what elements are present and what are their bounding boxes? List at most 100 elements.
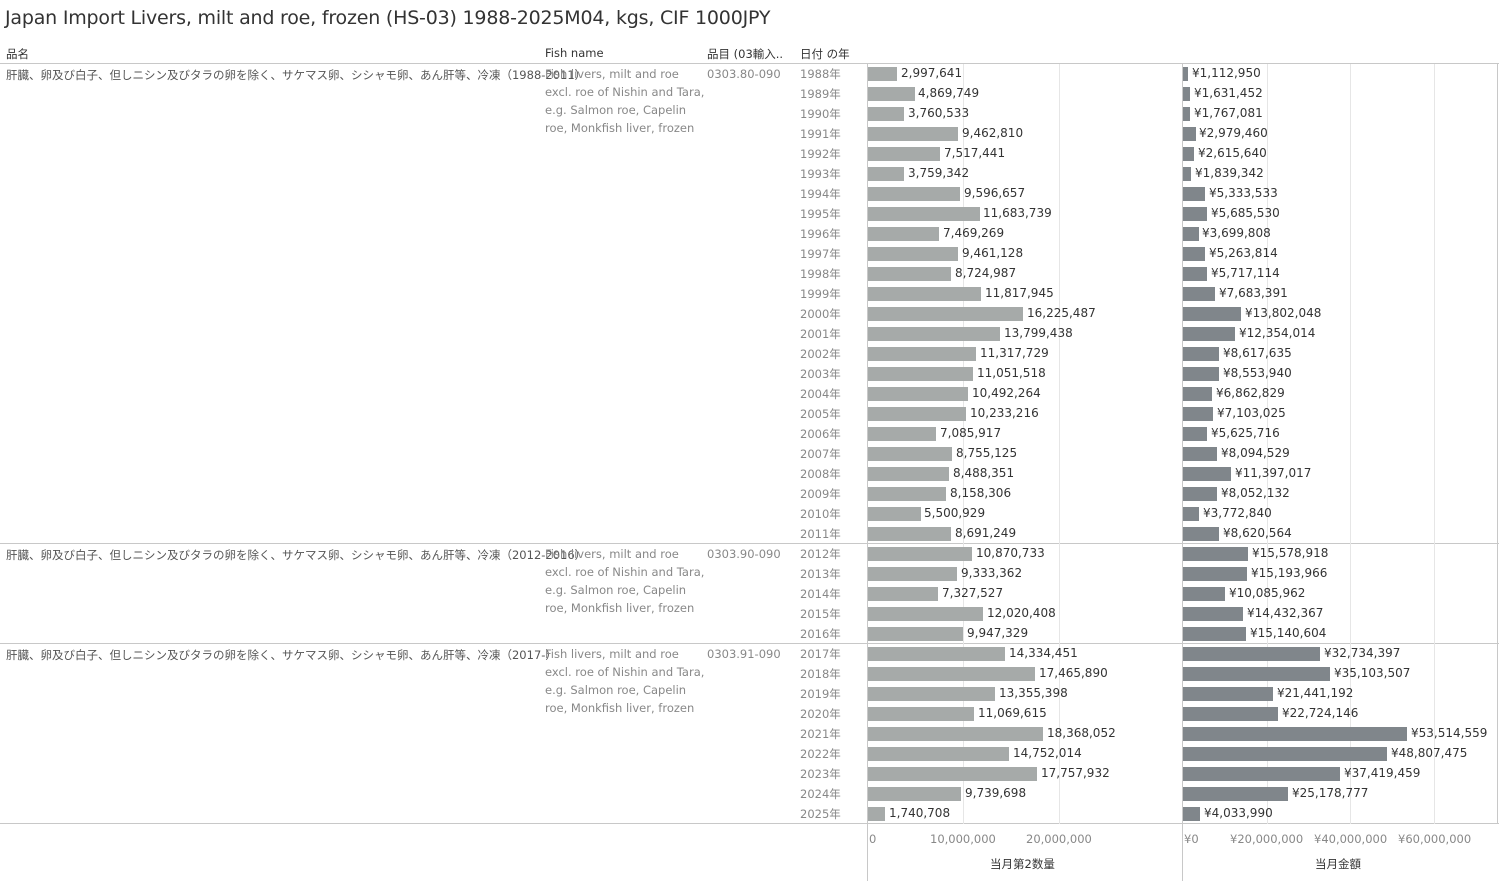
quantity-bar[interactable] bbox=[868, 507, 921, 521]
value-bar[interactable] bbox=[1183, 607, 1244, 621]
quantity-bar[interactable] bbox=[868, 287, 981, 301]
quantity-bar[interactable] bbox=[868, 407, 966, 421]
value-bar[interactable] bbox=[1183, 467, 1231, 481]
value-bar[interactable] bbox=[1183, 67, 1188, 81]
value-bar[interactable] bbox=[1183, 227, 1199, 241]
value-bar[interactable] bbox=[1183, 427, 1207, 441]
quantity-bar[interactable] bbox=[868, 387, 969, 401]
value-bar[interactable] bbox=[1183, 547, 1249, 561]
year-label: 2024年 bbox=[800, 787, 841, 801]
value-bar[interactable] bbox=[1183, 407, 1213, 421]
quantity-bar[interactable] bbox=[868, 107, 904, 121]
value-bar[interactable] bbox=[1183, 667, 1330, 681]
header-name-jp[interactable]: 品名 bbox=[6, 47, 29, 61]
quantity-bar[interactable] bbox=[868, 727, 1044, 741]
quantity-bar[interactable] bbox=[868, 247, 959, 261]
quantity-bar[interactable] bbox=[868, 267, 952, 281]
quantity-bar[interactable] bbox=[868, 627, 963, 641]
quantity-data-label: 1,740,708 bbox=[889, 806, 951, 820]
quantity-bar[interactable] bbox=[868, 787, 961, 801]
value-bar[interactable] bbox=[1183, 307, 1241, 321]
quantity-bar[interactable] bbox=[868, 367, 974, 381]
value-bar[interactable] bbox=[1183, 387, 1212, 401]
group-divider-1 bbox=[0, 543, 1499, 544]
quantity-bar[interactable] bbox=[868, 227, 940, 241]
quantity-bar[interactable] bbox=[868, 67, 897, 81]
quantity-bar[interactable] bbox=[868, 187, 960, 201]
value-bar[interactable] bbox=[1183, 627, 1247, 641]
year-label: 1990年 bbox=[800, 107, 841, 121]
group-fish-name: Fish livers, milt and roe excl. roe of N… bbox=[545, 547, 705, 615]
value-bar[interactable] bbox=[1183, 207, 1207, 221]
quantity-bar[interactable] bbox=[868, 687, 996, 701]
value-data-label: ¥11,397,017 bbox=[1235, 466, 1312, 480]
year-label: 1994年 bbox=[800, 187, 841, 201]
year-label: 2012年 bbox=[800, 547, 841, 561]
value-bar[interactable] bbox=[1183, 707, 1279, 721]
quantity-data-label: 13,799,438 bbox=[1004, 326, 1073, 340]
quantity-bar[interactable] bbox=[868, 347, 976, 361]
value-bar[interactable] bbox=[1183, 127, 1196, 141]
quantity-bar[interactable] bbox=[868, 207, 980, 221]
year-label: 2022年 bbox=[800, 747, 841, 761]
value-bar[interactable] bbox=[1183, 727, 1407, 741]
quantity-bar[interactable] bbox=[868, 527, 951, 541]
quantity-bar[interactable] bbox=[868, 607, 983, 621]
value-bar[interactable] bbox=[1183, 647, 1320, 661]
value-tick-label: ¥40,000,000 bbox=[1314, 832, 1388, 846]
value-bar[interactable] bbox=[1183, 327, 1235, 341]
quantity-bar[interactable] bbox=[868, 647, 1005, 661]
quantity-bar[interactable] bbox=[868, 327, 1000, 341]
value-bar[interactable] bbox=[1183, 587, 1226, 601]
value-bar[interactable] bbox=[1183, 187, 1206, 201]
quantity-bar[interactable] bbox=[868, 567, 958, 581]
quantity-bar[interactable] bbox=[868, 547, 972, 561]
value-bar[interactable] bbox=[1183, 347, 1220, 361]
year-label: 2006年 bbox=[800, 427, 841, 441]
value-data-label: ¥8,094,529 bbox=[1221, 446, 1290, 460]
quantity-bar[interactable] bbox=[868, 167, 904, 181]
value-bar[interactable] bbox=[1183, 267, 1207, 281]
quantity-bar[interactable] bbox=[868, 447, 952, 461]
quantity-bar[interactable] bbox=[868, 807, 885, 821]
quantity-bar[interactable] bbox=[868, 467, 949, 481]
value-bar[interactable] bbox=[1183, 447, 1217, 461]
header-item[interactable]: 品目 (03輸入.. bbox=[707, 47, 784, 61]
value-bar[interactable] bbox=[1183, 787, 1289, 801]
value-bar[interactable] bbox=[1183, 167, 1191, 181]
quantity-bar[interactable] bbox=[868, 427, 936, 441]
quantity-bar[interactable] bbox=[868, 587, 938, 601]
quantity-bar[interactable] bbox=[868, 667, 1035, 681]
quantity-bar[interactable] bbox=[868, 87, 915, 101]
year-label: 1999年 bbox=[800, 287, 841, 301]
value-bar[interactable] bbox=[1183, 527, 1220, 541]
value-data-label: ¥8,617,635 bbox=[1223, 346, 1292, 360]
value-bar[interactable] bbox=[1183, 687, 1273, 701]
quantity-bar[interactable] bbox=[868, 707, 974, 721]
value-bar[interactable] bbox=[1183, 487, 1217, 501]
value-bar[interactable] bbox=[1183, 747, 1388, 761]
header-fish-name[interactable]: Fish name bbox=[545, 46, 604, 60]
quantity-tick-label: 0 bbox=[869, 832, 877, 846]
value-data-label: ¥8,553,940 bbox=[1223, 366, 1292, 380]
quantity-bar[interactable] bbox=[868, 767, 1038, 781]
quantity-bar[interactable] bbox=[868, 127, 959, 141]
value-bar[interactable] bbox=[1183, 807, 1200, 821]
value-bar[interactable] bbox=[1183, 247, 1205, 261]
value-bar[interactable] bbox=[1183, 507, 1199, 521]
quantity-data-label: 7,517,441 bbox=[944, 146, 1006, 160]
value-bar[interactable] bbox=[1183, 367, 1219, 381]
value-bar[interactable] bbox=[1183, 87, 1190, 101]
quantity-bar[interactable] bbox=[868, 747, 1009, 761]
value-bar[interactable] bbox=[1183, 567, 1247, 581]
quantity-bar[interactable] bbox=[868, 147, 940, 161]
header-year[interactable]: 日付 の年 bbox=[800, 47, 850, 61]
value-bar[interactable] bbox=[1183, 147, 1194, 161]
value-bar[interactable] bbox=[1183, 107, 1191, 121]
year-label: 2020年 bbox=[800, 707, 841, 721]
quantity-bar[interactable] bbox=[868, 487, 946, 501]
value-bar[interactable] bbox=[1183, 287, 1216, 301]
year-label: 1998年 bbox=[800, 267, 841, 281]
quantity-bar[interactable] bbox=[868, 307, 1023, 321]
value-bar[interactable] bbox=[1183, 767, 1340, 781]
